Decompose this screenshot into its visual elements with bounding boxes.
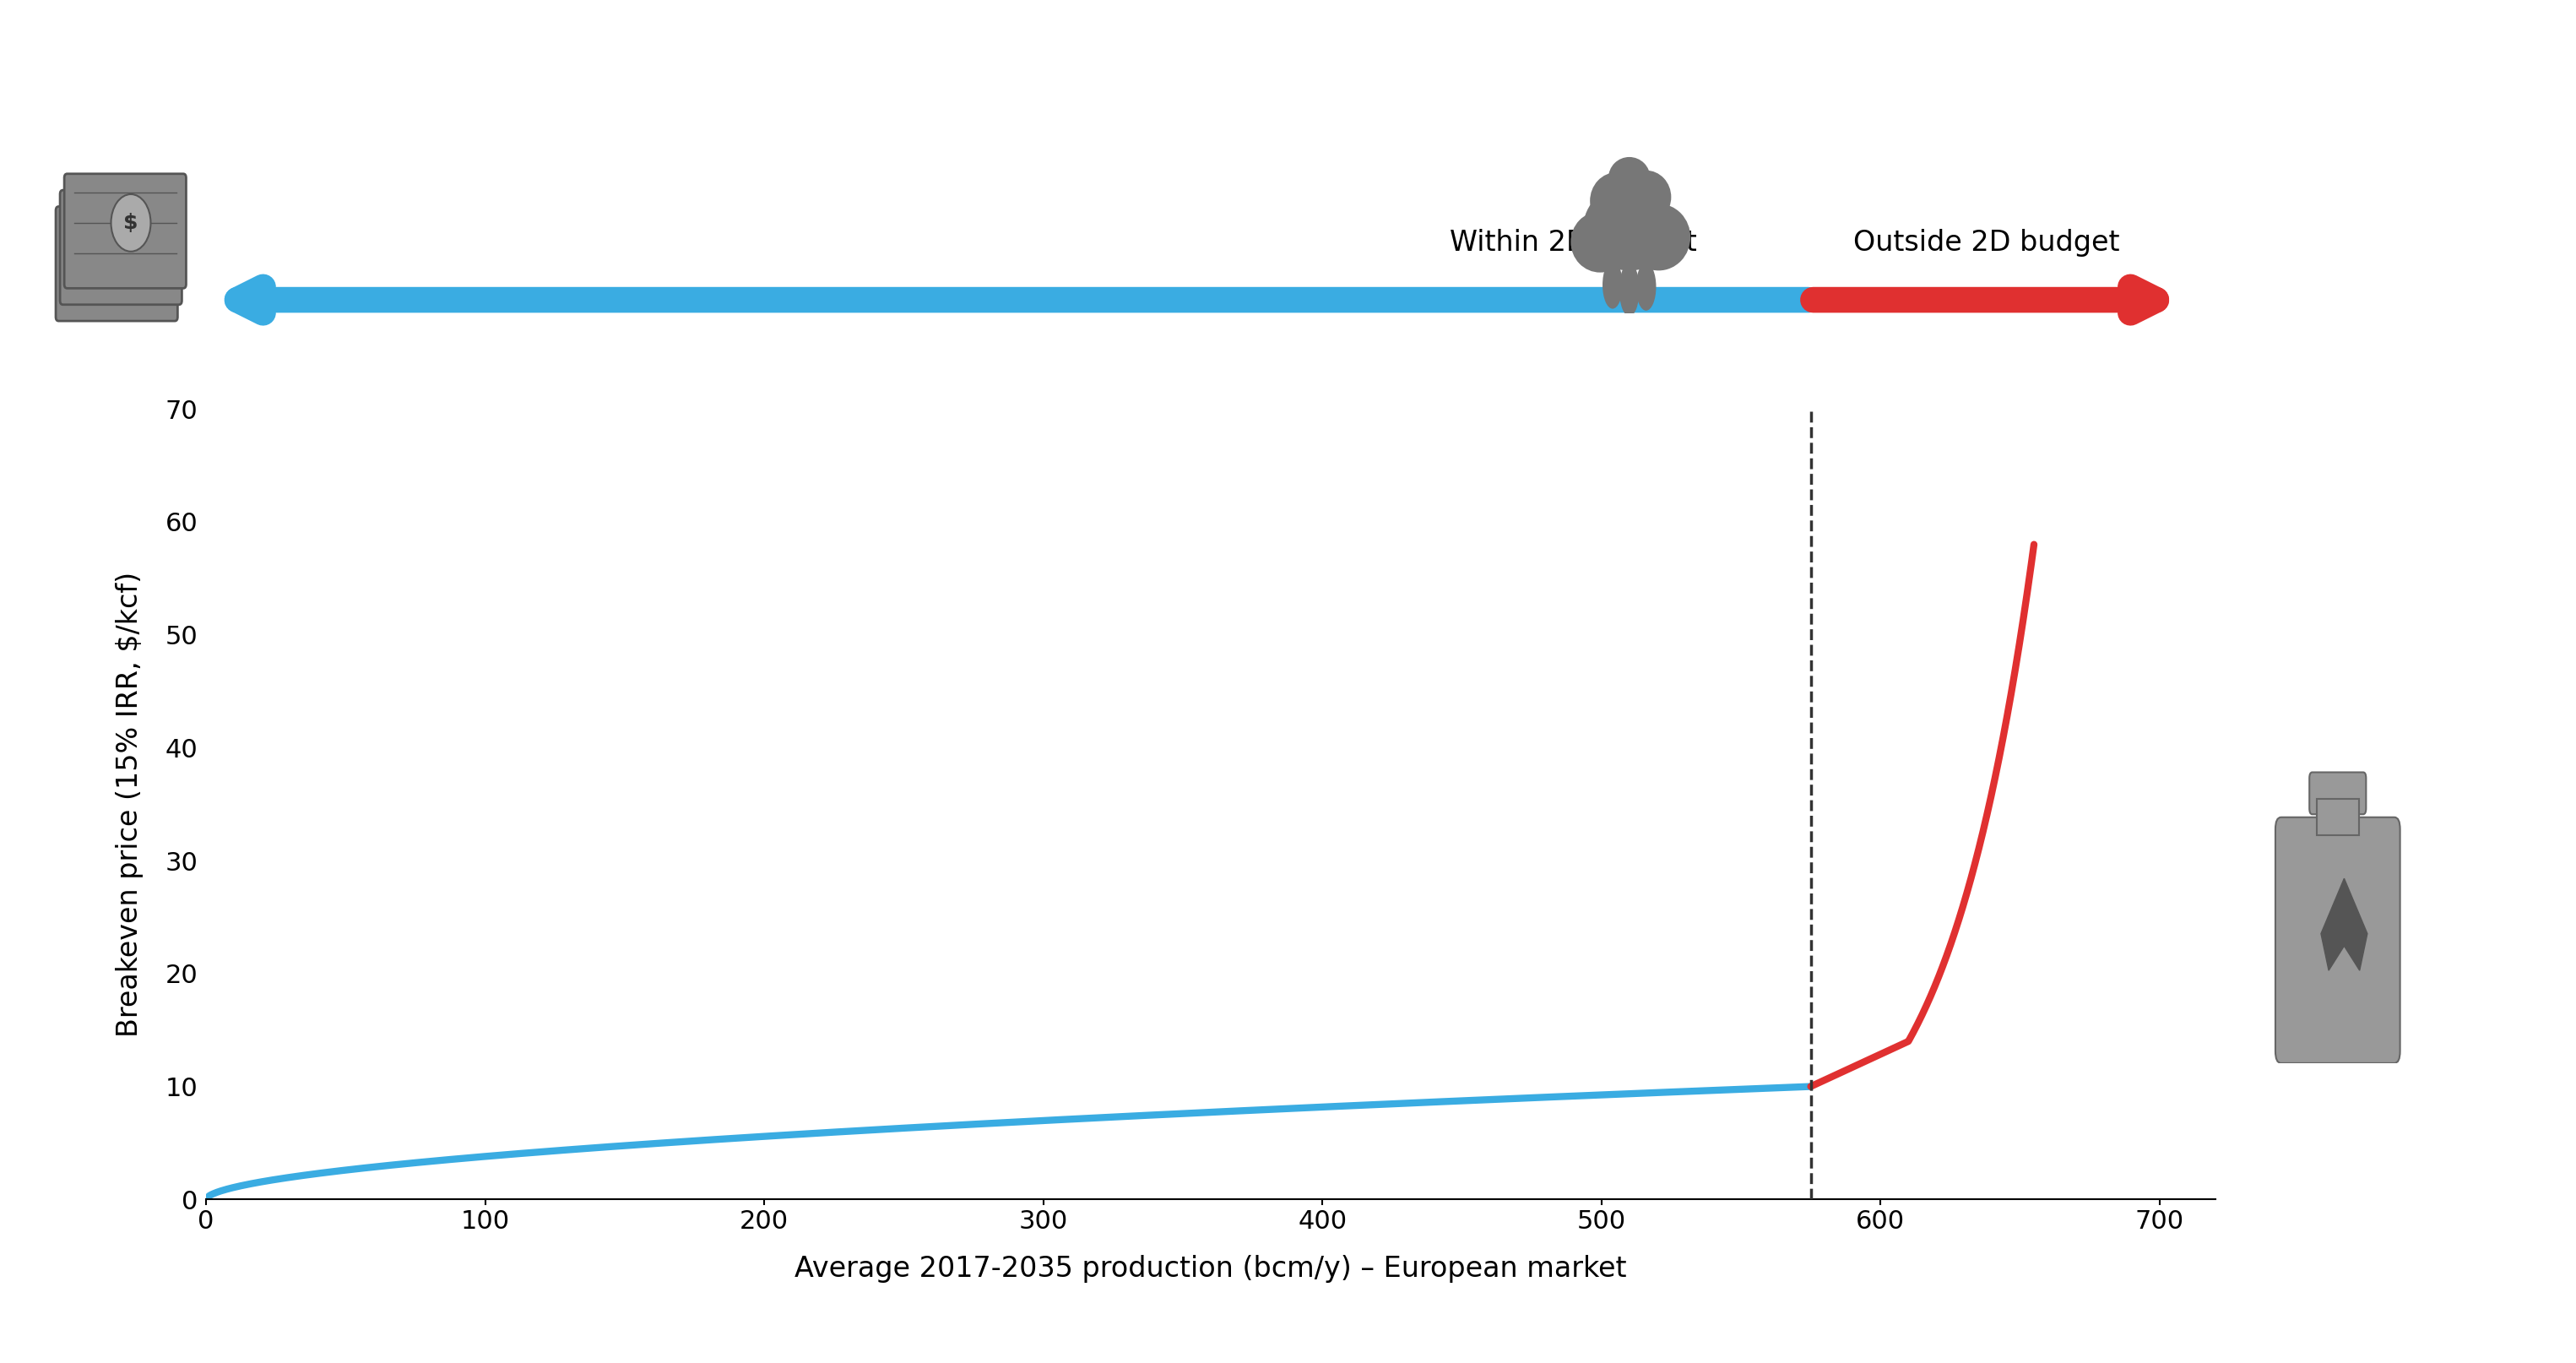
Circle shape bbox=[111, 194, 152, 251]
Text: Within 2D budget: Within 2D budget bbox=[1450, 229, 1698, 256]
FancyBboxPatch shape bbox=[2311, 773, 2365, 814]
X-axis label: Average 2017-2035 production (bcm/y) – European market: Average 2017-2035 production (bcm/y) – E… bbox=[793, 1255, 1628, 1283]
Ellipse shape bbox=[1607, 157, 1651, 199]
Ellipse shape bbox=[1602, 262, 1623, 308]
Ellipse shape bbox=[1628, 204, 1690, 270]
FancyBboxPatch shape bbox=[59, 189, 183, 304]
FancyBboxPatch shape bbox=[2275, 818, 2401, 1063]
Polygon shape bbox=[2321, 879, 2367, 970]
Text: Outside 2D budget: Outside 2D budget bbox=[1852, 229, 2120, 256]
FancyBboxPatch shape bbox=[64, 173, 185, 288]
Ellipse shape bbox=[1589, 172, 1643, 229]
Y-axis label: Breakeven price (15% IRR, $/kcf): Breakeven price (15% IRR, $/kcf) bbox=[116, 571, 144, 1037]
Ellipse shape bbox=[1584, 185, 1674, 270]
Ellipse shape bbox=[1636, 263, 1656, 311]
Ellipse shape bbox=[1620, 170, 1672, 224]
Ellipse shape bbox=[1571, 211, 1631, 273]
Bar bbox=[2316, 799, 2360, 836]
Ellipse shape bbox=[1620, 263, 1638, 316]
FancyBboxPatch shape bbox=[57, 206, 178, 320]
Text: $: $ bbox=[124, 213, 139, 233]
